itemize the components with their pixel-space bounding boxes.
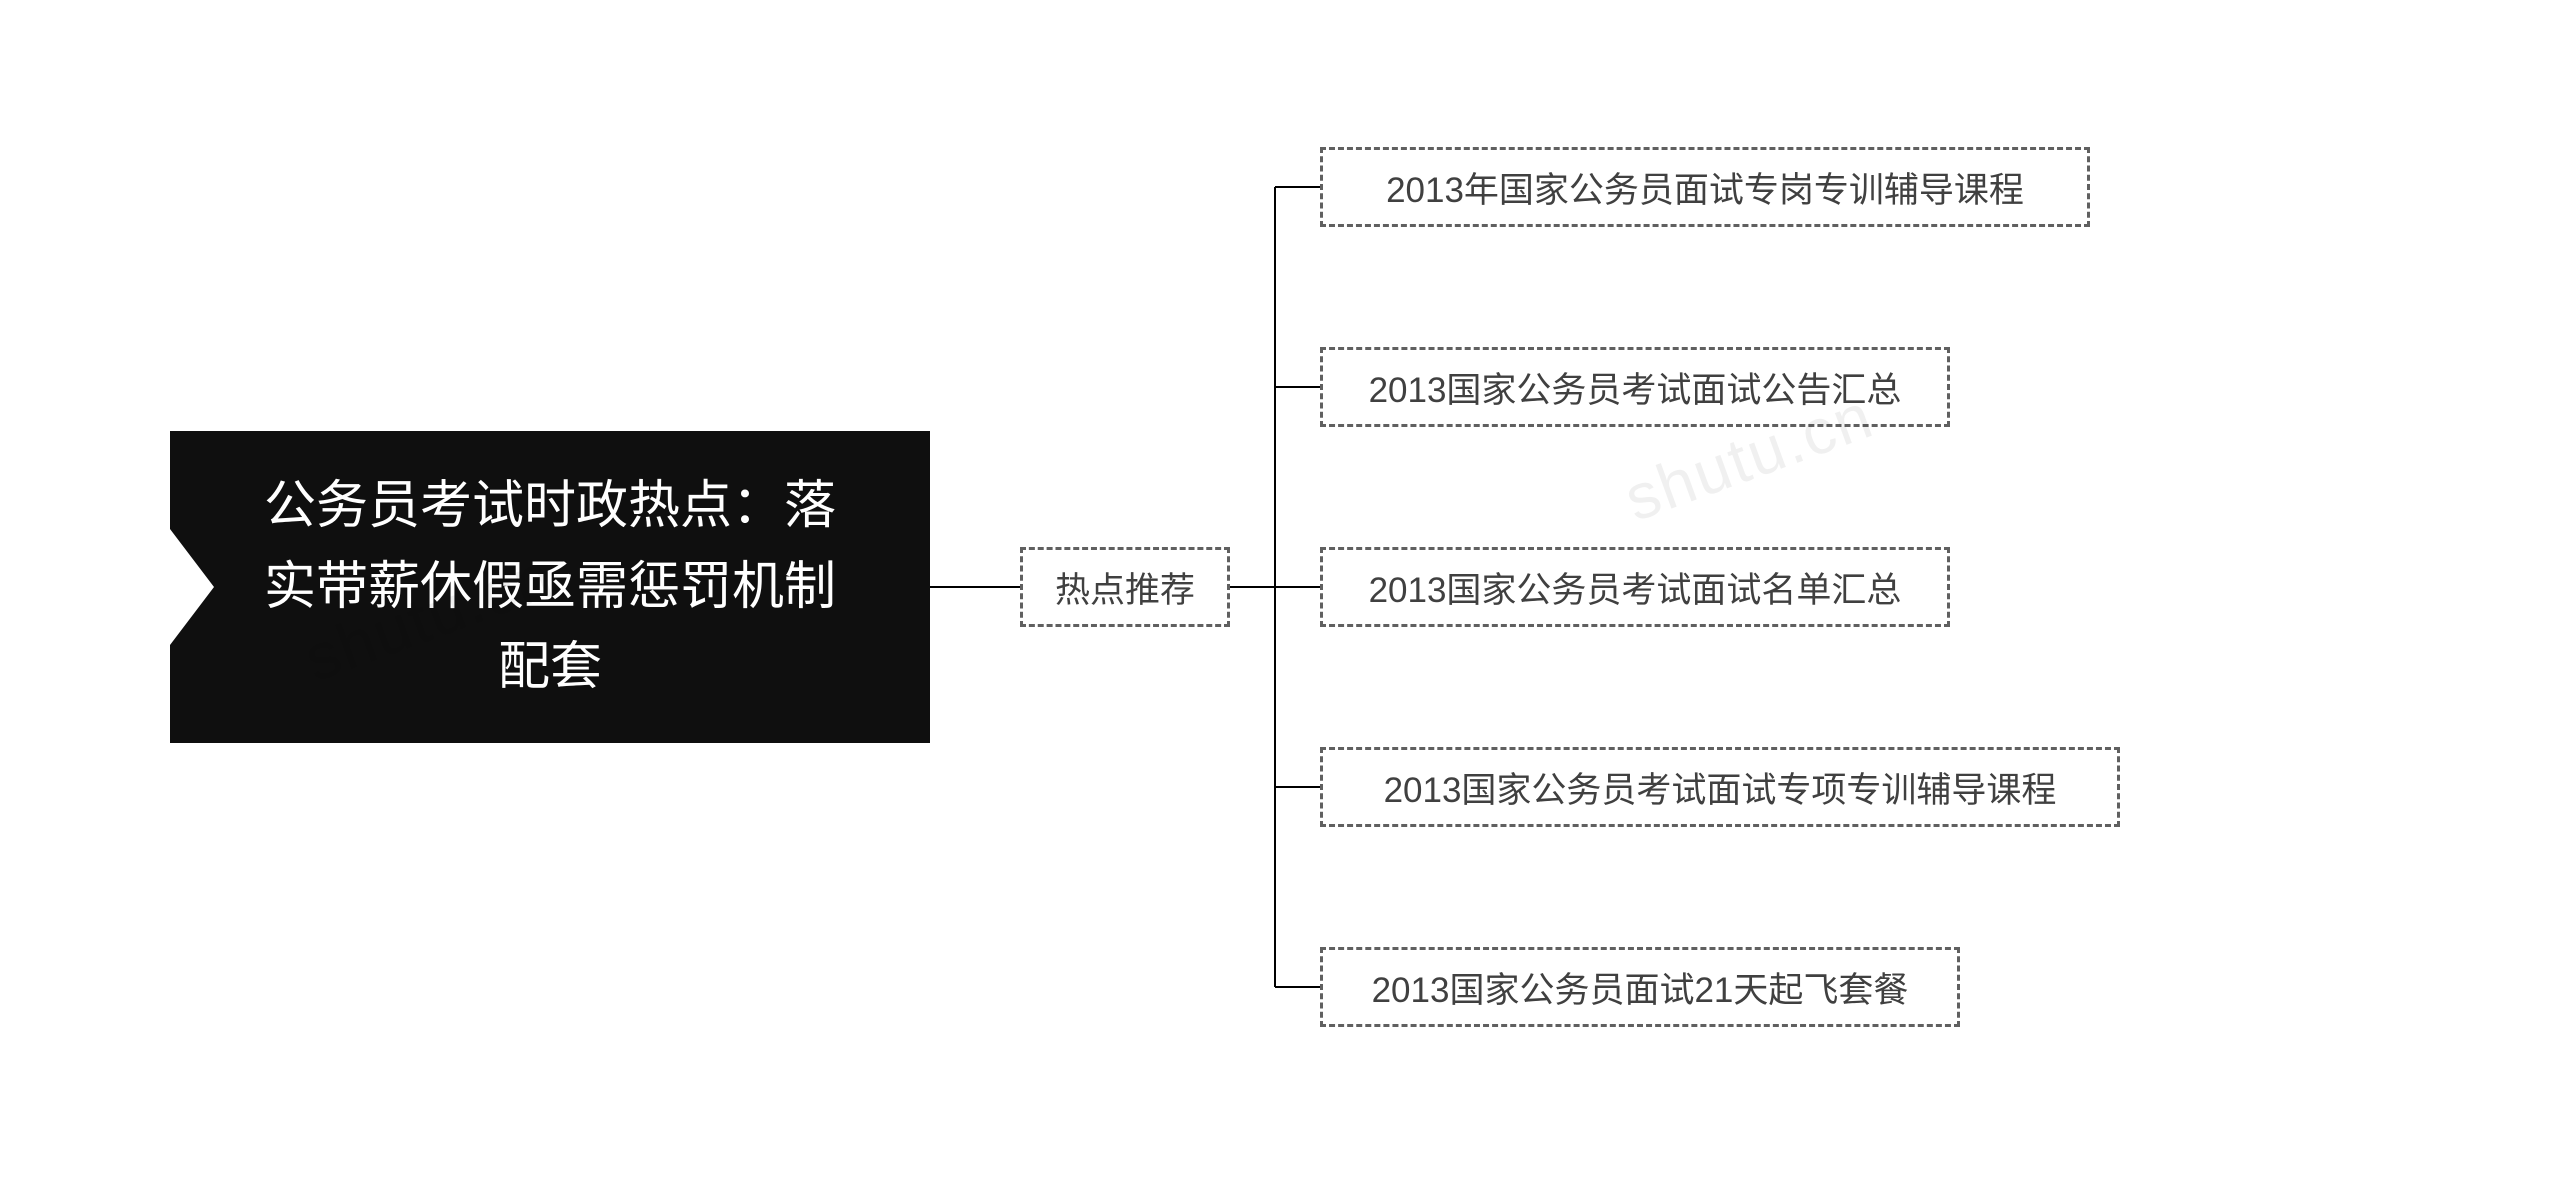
root-node: 公务员考试时政热点：落 实带薪休假亟需惩罚机制 配套: [170, 431, 930, 743]
leaf-node: 2013年国家公务员面试专岗专训辅导课程: [1320, 147, 2090, 227]
leaf-node: 2013国家公务员考试面试公告汇总: [1320, 347, 1950, 427]
leaf-text: 2013国家公务员考试面试专项专训辅导课程: [1384, 762, 2057, 813]
root-line-2: 实带薪休假亟需惩罚机制: [264, 558, 836, 616]
sub-node: 热点推荐: [1020, 547, 1230, 627]
root-line-3: 配套: [498, 638, 602, 696]
leaf-text: 2013国家公务员考试面试公告汇总: [1369, 362, 1902, 413]
leaf-text: 2013年国家公务员面试专岗专训辅导课程: [1386, 162, 2024, 213]
mindmap-canvas: 公务员考试时政热点：落 实带薪休假亟需惩罚机制 配套 热点推荐 2013年国家公…: [0, 0, 2560, 1203]
root-text: 公务员考试时政热点：落 实带薪休假亟需惩罚机制 配套: [264, 466, 836, 708]
leaf-node: 2013国家公务员考试面试名单汇总: [1320, 547, 1950, 627]
leaf-node: 2013国家公务员考试面试专项专训辅导课程: [1320, 747, 2120, 827]
sub-node-text: 热点推荐: [1055, 562, 1195, 613]
leaf-text: 2013国家公务员考试面试名单汇总: [1369, 562, 1902, 613]
root-line-1: 公务员考试时政热点：落: [264, 477, 836, 535]
leaf-text: 2013国家公务员面试21天起飞套餐: [1372, 962, 1909, 1013]
leaf-node: 2013国家公务员面试21天起飞套餐: [1320, 947, 1960, 1027]
